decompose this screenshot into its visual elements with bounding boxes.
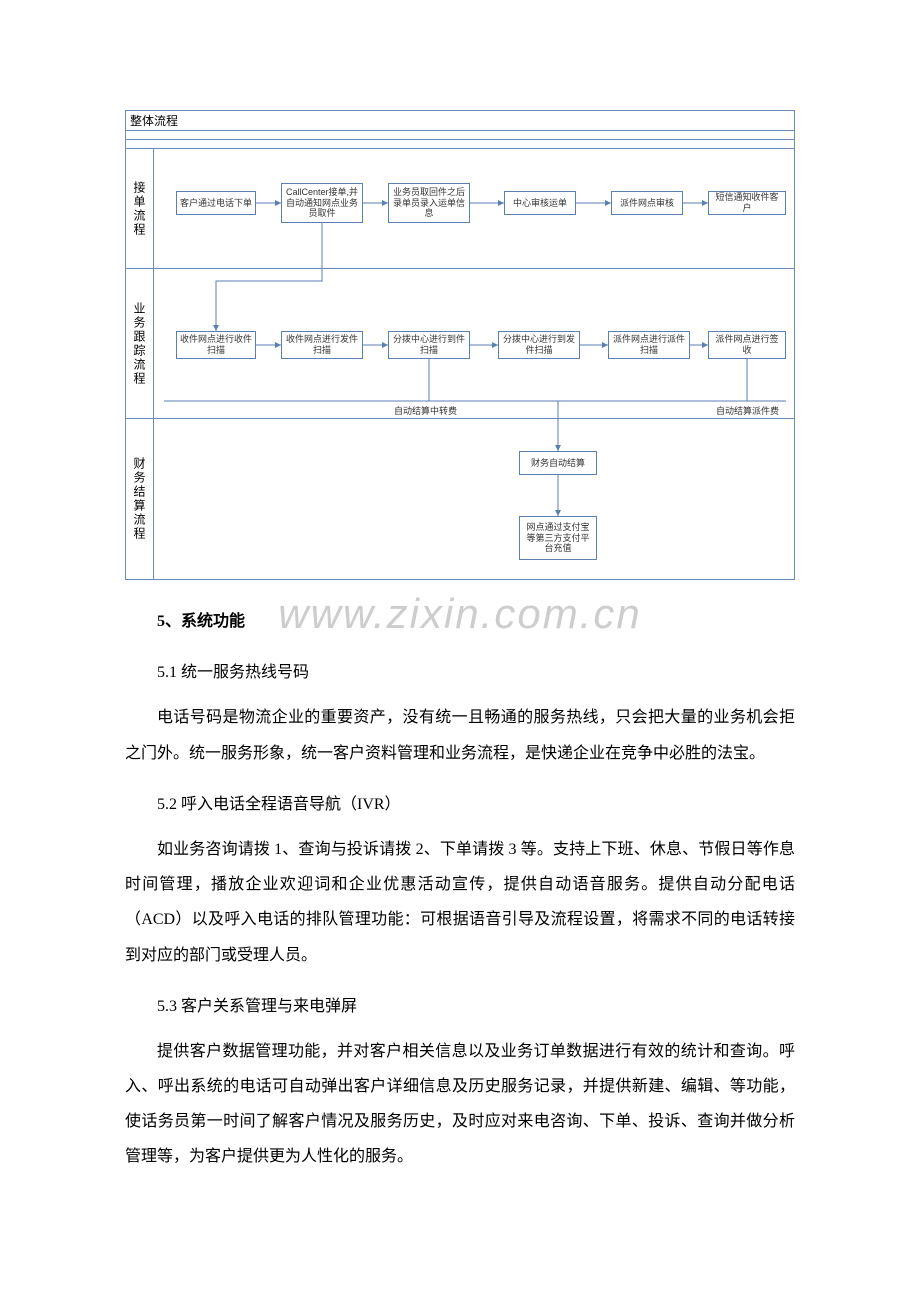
note-delivery-fee: 自动结算派件费 bbox=[716, 404, 779, 417]
node-l1-0: 客户通过电话下单 bbox=[176, 191, 256, 215]
note-transfer-fee: 自动结算中转费 bbox=[394, 404, 457, 417]
document-content: 5、系统功能 5.1 统一服务热线号码 电话号码是物流企业的重要资产，没有统一且… bbox=[125, 604, 795, 1175]
node-l2-4: 派件网点进行派件扫描 bbox=[608, 331, 690, 359]
subheading-5-2: 5.2 呼入电话全程语音导航（IVR） bbox=[125, 787, 795, 822]
overall-flowchart: 整体流程 接单流程 业务跟踪流程 财务结算流程 客户通过电话下单 CallCen… bbox=[125, 110, 795, 580]
lane-label-tracking: 业务跟踪流程 bbox=[126, 269, 154, 418]
node-l1-4: 派件网点审核 bbox=[611, 191, 683, 215]
paragraph-5-2: 如业务咨询请拨 1、查询与投诉请拨 2、下单请拨 3 等。支持上下班、休息、节假… bbox=[125, 832, 795, 973]
node-l2-3: 分拨中心进行到发件扫描 bbox=[498, 331, 580, 359]
node-l1-2: 业务员取回件之后录单员录入运单信息 bbox=[388, 183, 470, 223]
paragraph-5-1: 电话号码是物流企业的重要资产，没有统一且畅通的服务热线，只会把大量的业务机会拒之… bbox=[125, 700, 795, 770]
flowchart-band bbox=[126, 139, 794, 149]
flowchart-title: 整体流程 bbox=[126, 111, 794, 131]
node-l3-1: 网点通过支付宝等第三方支付平台充值 bbox=[519, 516, 597, 560]
node-l1-3: 中心审核运单 bbox=[504, 191, 576, 215]
subheading-5-1: 5.1 统一服务热线号码 bbox=[125, 655, 795, 690]
node-l3-0: 财务自动结算 bbox=[519, 451, 597, 475]
node-l2-2: 分拨中心进行到件扫描 bbox=[388, 331, 470, 359]
heading-system-features: 5、系统功能 bbox=[125, 604, 795, 639]
document-page: 整体流程 接单流程 业务跟踪流程 财务结算流程 客户通过电话下单 CallCen… bbox=[0, 0, 920, 1265]
lane-label-order: 接单流程 bbox=[126, 149, 154, 268]
lane-label-finance: 财务结算流程 bbox=[126, 419, 154, 579]
lane-finance: 财务结算流程 bbox=[126, 419, 794, 579]
subheading-5-3: 5.3 客户关系管理与来电弹屏 bbox=[125, 989, 795, 1024]
paragraph-5-3: 提供客户数据管理功能，并对客户相关信息以及业务订单数据进行有效的统计和查询。呼入… bbox=[125, 1034, 795, 1175]
node-l1-5: 短信通知收件客户 bbox=[708, 191, 786, 215]
node-l2-5: 派件网点进行签收 bbox=[708, 331, 786, 359]
node-l2-1: 收件网点进行发件扫描 bbox=[281, 331, 363, 359]
node-l1-1: CallCenter接单,并自动通知网点业务员取件 bbox=[281, 183, 363, 223]
node-l2-0: 收件网点进行收件扫描 bbox=[176, 331, 256, 359]
